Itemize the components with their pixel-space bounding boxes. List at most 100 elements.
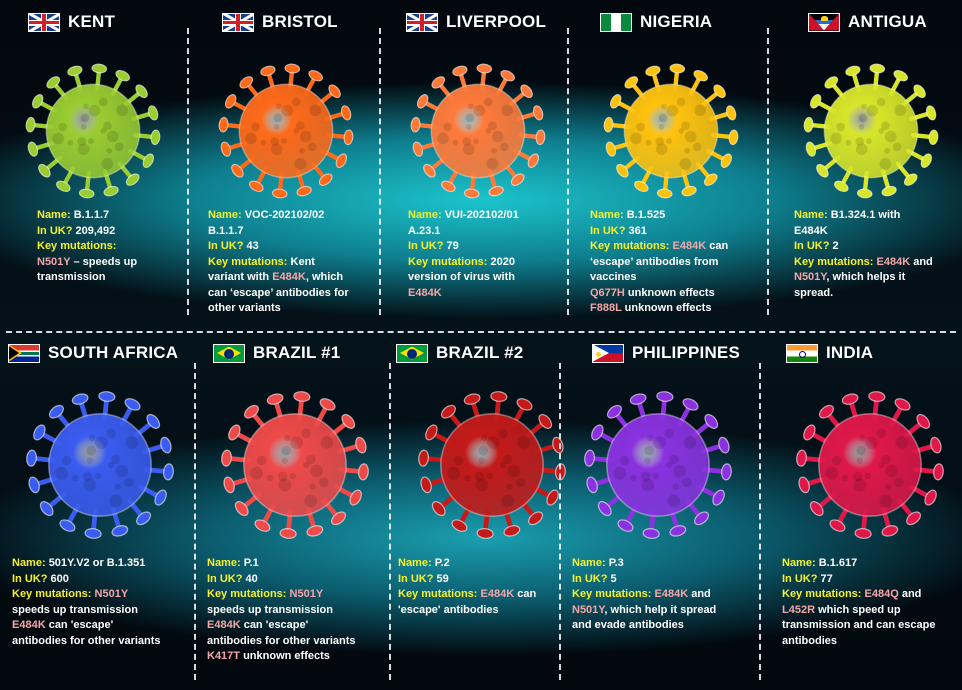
detail-text: P.1 <box>243 557 259 569</box>
detail-line: antibodies for other variants <box>207 634 356 650</box>
detail-text: , which <box>305 271 344 283</box>
column-divider <box>559 363 561 680</box>
detail-line: Name: VUI-202102/01 <box>408 208 519 224</box>
detail-line: variant with E484K, which <box>208 270 349 286</box>
mutation-name: E484Q <box>864 588 899 600</box>
variant-details: Name: P.3 In UK? 5 Key mutations: E484K an… <box>572 556 716 634</box>
mutation-name: N501Y <box>794 271 827 283</box>
detail-line: In UK? 2 <box>794 239 933 255</box>
detail-line: N501Y, which help it spread <box>572 603 716 619</box>
antigua-flag-icon <box>808 12 840 32</box>
panel-header: BRAZIL #1 <box>213 343 340 363</box>
detail-text: transmission and can escape <box>782 619 936 631</box>
detail-text: which speed up <box>815 603 901 616</box>
column-divider <box>389 363 391 680</box>
detail-line: vaccines <box>590 270 728 286</box>
variant-details: Name: 501Y.V2 or B.1.351 In UK? 600 Key mu… <box>12 556 161 649</box>
variant-details: Name: B.1.617 In UK? 77 Key mutations: E48… <box>782 556 935 649</box>
detail-text: 600 <box>50 572 69 585</box>
detail-text: E484K <box>794 224 828 237</box>
country-name: BRAZIL #2 <box>436 343 524 362</box>
detail-text: 501Y.V2 or B.1.351 <box>48 557 146 569</box>
panel-header: BRISTOL <box>222 12 338 32</box>
field-label: Name: <box>794 209 831 221</box>
field-label: Name: <box>208 209 245 221</box>
detail-line: F888L unknown effects <box>590 301 728 317</box>
detail-text: 43 <box>246 240 259 252</box>
detail-text: Kent <box>290 255 315 268</box>
variant-details: Name: P.1 In UK? 40 Key mutations: N501Y sp… <box>207 556 356 665</box>
detail-line: Name: P.1 <box>207 556 356 572</box>
detail-line: Key mutations: N501Y <box>207 587 356 603</box>
country-name: BRAZIL #1 <box>253 343 341 362</box>
detail-line: L452R which speed up <box>782 603 935 619</box>
nigeria-flag-icon <box>600 12 632 32</box>
detail-text: B.1.525 <box>626 209 666 221</box>
detail-line: antibodies for other variants <box>12 634 161 650</box>
detail-text: B.1.1.7 <box>73 209 110 221</box>
mutation-name: L452R <box>782 603 816 616</box>
detail-text: transmission <box>37 271 106 283</box>
detail-text: unknown effects <box>621 302 712 314</box>
detail-line: In UK? 40 <box>207 572 356 588</box>
detail-line: Key mutations: N501Y <box>12 587 161 603</box>
detail-line: version of virus with <box>408 270 519 286</box>
country-name: INDIA <box>826 343 874 362</box>
column-divider <box>194 363 196 680</box>
detail-text: speeds up transmission <box>207 603 333 616</box>
detail-line: In UK? 79 <box>408 239 519 255</box>
virus-illustration <box>20 58 166 209</box>
field-label: In UK? <box>207 572 246 585</box>
field-label: In UK? <box>408 240 447 252</box>
detail-line: 'escape' antibodies <box>398 603 536 619</box>
detail-line: E484K can 'escape' <box>12 618 161 634</box>
variant-details: Name: VUI-202102/01 A.23.1 In UK? 79 Key mu… <box>408 208 519 301</box>
column-divider <box>379 28 381 315</box>
virus-illustration <box>790 385 950 550</box>
detail-line: ‘escape’ antibodies from <box>590 255 728 271</box>
panel-header: BRAZIL #2 <box>396 343 523 363</box>
panel-header: LIVERPOOL <box>406 12 546 32</box>
detail-line: In UK? 209,492 <box>37 224 137 240</box>
variant-panel: PHILIPPINES Name: P.3 In UK? 5 Key mutatio… <box>559 335 760 690</box>
mutation-name: E484K <box>272 271 306 283</box>
field-label: Key mutations: <box>782 588 865 600</box>
detail-text: other variants <box>208 302 281 314</box>
virus-illustration <box>215 385 375 550</box>
detail-text: and <box>910 255 933 268</box>
bottom-row: SOUTH AFRICA Name: 501Y.V2 or B.1.351 In … <box>0 335 962 690</box>
detail-text: and <box>898 588 922 600</box>
uk-flag-icon <box>406 12 438 32</box>
panel-header: INDIA <box>786 343 873 363</box>
detail-text: unknown effects <box>624 286 715 299</box>
field-label: Key mutations: <box>37 240 117 252</box>
column-divider <box>767 28 769 315</box>
country-name: SOUTH AFRICA <box>48 343 179 362</box>
detail-text: ‘escape’ antibodies from <box>590 255 719 268</box>
detail-text: 2 <box>832 240 839 252</box>
panel-header: NIGERIA <box>600 12 712 32</box>
country-name: KENT <box>68 12 116 31</box>
mutation-name: N501Y <box>572 603 605 616</box>
virus-illustration <box>20 385 180 550</box>
detail-line: Name: 501Y.V2 or B.1.351 <box>12 556 161 572</box>
mutation-name: N501Y <box>289 588 324 600</box>
field-label: Key mutations: <box>408 255 491 268</box>
field-label: In UK? <box>794 240 833 252</box>
detail-line: Key mutations: E484K can <box>590 239 728 255</box>
detail-text: VUI-202102/01 <box>444 209 519 221</box>
mutation-name: E484K <box>12 619 46 631</box>
detail-line: Name: B.1.1.7 <box>37 208 137 224</box>
detail-text: B.1.1.7 <box>208 224 244 237</box>
detail-text: 5 <box>610 572 617 585</box>
mutation-name: E484K <box>207 619 241 631</box>
field-label: Name: <box>572 557 609 569</box>
detail-text: vaccines <box>590 271 637 283</box>
country-name: ANTIGUA <box>848 12 927 31</box>
field-label: In UK? <box>590 224 629 237</box>
detail-text: B.1.617 <box>818 557 858 569</box>
detail-text: P.3 <box>608 557 624 569</box>
uk-flag-icon <box>28 12 60 32</box>
detail-line: Name: B1.324.1 with <box>794 208 933 224</box>
detail-text: 361 <box>628 224 647 237</box>
